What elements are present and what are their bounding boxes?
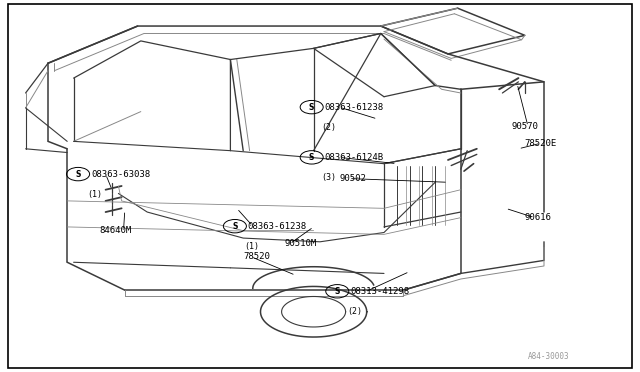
Text: 90616: 90616 — [525, 213, 552, 222]
Text: (2): (2) — [347, 307, 362, 316]
Text: S: S — [309, 103, 314, 112]
Text: 90570: 90570 — [512, 122, 539, 131]
Text: (1): (1) — [244, 242, 259, 251]
Text: 08363-61238: 08363-61238 — [248, 222, 307, 231]
Text: 90502: 90502 — [339, 174, 366, 183]
Text: S: S — [76, 170, 81, 179]
Text: (1): (1) — [88, 190, 102, 199]
Text: (3): (3) — [321, 173, 336, 182]
Text: 84640M: 84640M — [99, 226, 131, 235]
Text: 78520E: 78520E — [525, 139, 557, 148]
Text: S: S — [309, 153, 314, 162]
Text: S: S — [232, 222, 237, 231]
Text: 08363-61238: 08363-61238 — [324, 103, 383, 112]
Text: S: S — [335, 287, 340, 296]
Text: 78520: 78520 — [243, 252, 270, 261]
Text: 90510M: 90510M — [285, 239, 317, 248]
Text: 08363-63038: 08363-63038 — [91, 170, 150, 179]
Text: A84-30003: A84-30003 — [528, 352, 570, 361]
Text: 08313-41298: 08313-41298 — [350, 287, 409, 296]
Text: (2): (2) — [321, 123, 336, 132]
Text: 08363-6124B: 08363-6124B — [324, 153, 383, 162]
